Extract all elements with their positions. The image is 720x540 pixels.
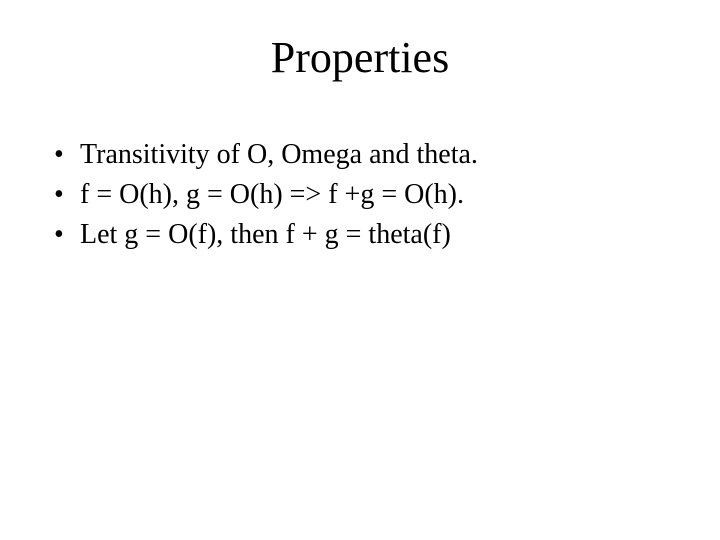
bullet-marker: • [54,176,80,214]
slide-body: • Transitivity of O, Omega and theta. • … [54,136,670,255]
list-item: • Transitivity of O, Omega and theta. [54,136,670,174]
bullet-marker: • [54,136,80,174]
list-item: • Let g = O(f), then f + g = theta(f) [54,216,670,254]
bullet-text: f = O(h), g = O(h) => f +g = O(h). [80,176,670,214]
bullet-text: Transitivity of O, Omega and theta. [80,136,670,174]
slide: Properties • Transitivity of O, Omega an… [0,0,720,540]
bullet-marker: • [54,216,80,254]
bullet-text: Let g = O(f), then f + g = theta(f) [80,216,670,254]
slide-title: Properties [0,32,720,83]
list-item: • f = O(h), g = O(h) => f +g = O(h). [54,176,670,214]
